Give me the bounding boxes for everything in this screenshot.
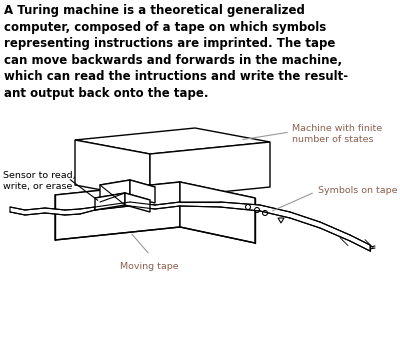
Polygon shape [150,142,270,199]
Text: Moving tape: Moving tape [120,262,179,271]
Polygon shape [95,202,370,251]
Polygon shape [130,180,155,203]
Polygon shape [55,182,180,240]
Polygon shape [180,182,255,243]
Polygon shape [75,140,150,199]
Polygon shape [75,128,270,154]
Polygon shape [100,180,130,202]
Polygon shape [55,182,255,211]
Polygon shape [10,207,95,215]
Polygon shape [100,180,155,192]
Polygon shape [95,193,150,205]
Text: Symbols on tape: Symbols on tape [318,186,398,195]
Text: Machine with finite
number of states: Machine with finite number of states [292,124,382,144]
Text: A Turing machine is a theoretical generalized
computer, composed of a tape on wh: A Turing machine is a theoretical genera… [4,4,348,99]
Polygon shape [125,193,150,212]
Polygon shape [95,193,125,210]
Text: Sensor to read,
write, or erase: Sensor to read, write, or erase [3,171,76,191]
